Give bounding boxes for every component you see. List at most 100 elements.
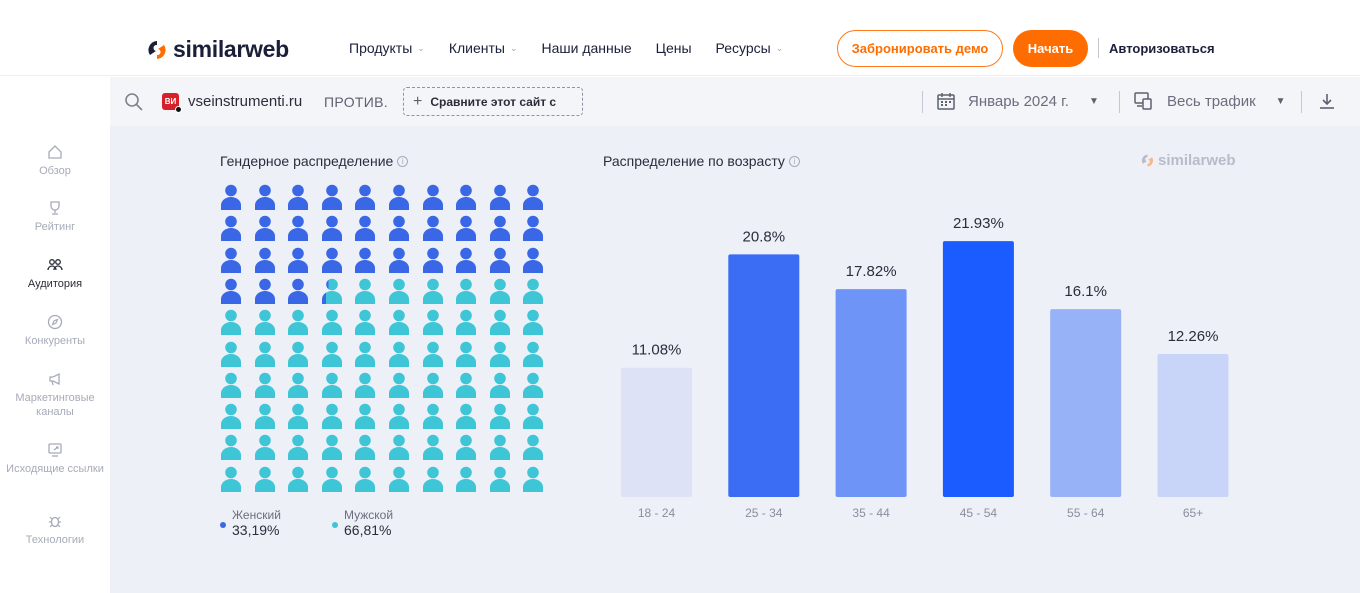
search-icon[interactable]: [124, 92, 144, 112]
person-icon: [288, 466, 309, 492]
person-icon: [321, 435, 342, 461]
age-bar[interactable]: [1157, 353, 1229, 497]
person-icon: [523, 466, 544, 492]
person-icon: [321, 309, 342, 336]
person-icon: [321, 403, 342, 430]
sidebar-item-audience[interactable]: Аудитория: [0, 257, 110, 291]
favicon-status-dot: [175, 106, 182, 113]
age-bar[interactable]: [942, 241, 1014, 497]
person-icon: [422, 215, 443, 242]
sidebar-item-overview[interactable]: Обзор: [0, 144, 110, 178]
person-icon: [254, 215, 275, 242]
person-icon: [389, 372, 409, 398]
person-icon: [422, 372, 443, 398]
person-icon: [254, 466, 275, 492]
sidebar-item-competitors[interactable]: Конкуренты: [0, 314, 110, 348]
book-demo-button[interactable]: Забронировать демо: [837, 30, 1003, 67]
compass-icon: [47, 314, 63, 330]
person-icon: [523, 341, 544, 367]
male-label: Мужской: [344, 508, 394, 522]
person-icon: [389, 278, 409, 304]
sidebar-item-outgoing-links[interactable]: Исходящие ссылки: [0, 442, 110, 476]
female-label: Женский: [232, 508, 281, 522]
start-button[interactable]: Начать: [1013, 30, 1088, 67]
person-icon: [355, 372, 376, 398]
person-icon: [456, 341, 477, 367]
menu-item-our-data[interactable]: Наши данные: [542, 40, 632, 56]
caret-down-icon: ▼: [1275, 95, 1286, 107]
info-icon[interactable]: i: [397, 155, 409, 167]
female-dot: [220, 522, 226, 528]
x-tick-label: 25 - 34: [745, 506, 783, 520]
toolbar-divider: [1301, 91, 1302, 113]
person-icon: [288, 341, 309, 367]
date-selector[interactable]: Январь 2024 г. ▼: [936, 91, 1099, 111]
person-icon: [489, 278, 510, 304]
person-icon: [321, 215, 342, 242]
compare-site-button[interactable]: + Сравните этот сайт с: [403, 87, 583, 116]
x-tick-label: 18 - 24: [638, 506, 676, 520]
person-icon: [321, 466, 342, 492]
person-icon: [422, 435, 443, 461]
versus-label: ПРОТИВ.: [324, 94, 388, 110]
person-icon: [288, 309, 309, 336]
person-icon: [456, 309, 477, 336]
person-icon: [321, 278, 342, 304]
age-bar[interactable]: [1050, 309, 1122, 497]
domain-name[interactable]: vseinstrumenti.ru: [188, 93, 303, 110]
person-icon: [489, 309, 510, 336]
toolbar-divider: [922, 91, 923, 113]
person-icon: [221, 435, 241, 461]
trophy-icon: [50, 201, 60, 215]
person-icon: [456, 435, 477, 461]
devices-icon: [1134, 92, 1152, 110]
person-icon: [355, 247, 376, 273]
person-icon: [422, 278, 443, 304]
menu-item-clients[interactable]: Клиенты ⌄: [449, 40, 518, 56]
sidebar-item-technologies[interactable]: Технологии: [0, 513, 110, 547]
caret-down-icon: ▼: [1088, 95, 1099, 107]
info-icon[interactable]: i: [788, 155, 800, 167]
age-bar[interactable]: [621, 367, 692, 497]
person-icon: [456, 372, 477, 398]
login-link[interactable]: Авторизоваться: [1109, 41, 1215, 56]
person-icon: [355, 309, 376, 336]
age-bar-chart: 11.08% 18 - 24 20.8% 25 - 34 17.82% 35 - 44 21…: [621, 215, 1229, 520]
person-icon: [422, 309, 443, 336]
outgoing-link-icon: [48, 443, 62, 457]
sidebar-item-label: Аудитория: [27, 278, 83, 290]
person-icon: [221, 341, 241, 367]
nav-divider: [1098, 38, 1099, 58]
person-icon: [523, 215, 544, 242]
x-tick-label: 45 - 54: [960, 506, 998, 520]
menu-item-pricing[interactable]: Цены: [656, 40, 692, 56]
person-icon: [321, 184, 342, 210]
bar-data-label: 16.1%: [1064, 283, 1107, 300]
person-icon: [489, 215, 510, 242]
sidebar-item-rating[interactable]: Рейтинг: [0, 200, 110, 234]
bar-data-label: 11.08%: [632, 342, 682, 359]
person-icon: [221, 309, 241, 336]
age-title: Распределение по возрасту: [603, 153, 785, 169]
traffic-selector[interactable]: Весь трафик ▼: [1133, 91, 1286, 111]
age-bar[interactable]: [835, 289, 907, 497]
legend-female: Женский 33,19%: [220, 508, 281, 538]
megaphone-icon: [49, 372, 60, 386]
sidebar-item-marketing-channels[interactable]: Маркетинговые каналы: [0, 371, 110, 419]
menu-item-label: Продукты: [349, 40, 413, 56]
person-icon: [489, 184, 510, 210]
person-icon: [456, 278, 477, 304]
similarweb-logo[interactable]: similarweb: [147, 36, 289, 63]
download-icon[interactable]: [1317, 91, 1337, 111]
menu-item-label: Наши данные: [541, 40, 632, 56]
menu-item-products[interactable]: Продукты ⌄: [349, 40, 425, 56]
male-value: 66,81%: [344, 522, 392, 538]
person-icon: [355, 278, 376, 304]
person-icon: [489, 372, 510, 398]
age-bar[interactable]: [728, 254, 800, 497]
person-icon: [221, 278, 241, 304]
chevron-down-icon: ⌄: [509, 42, 518, 53]
menu-item-resources[interactable]: Ресурсы ⌄: [716, 40, 784, 56]
site-favicon: ВИ: [162, 93, 179, 110]
menu-item-label: Ресурсы: [715, 40, 771, 56]
